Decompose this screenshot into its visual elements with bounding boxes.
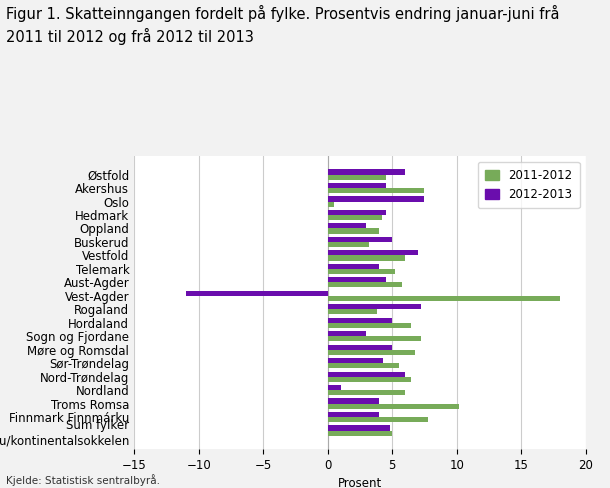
Bar (328, 412, 379, 417)
Bar (328, 309, 376, 314)
Bar (328, 169, 405, 175)
Bar (328, 430, 392, 436)
Bar (328, 371, 405, 377)
Bar (328, 304, 420, 309)
Bar (328, 255, 405, 261)
Bar (186, 291, 328, 296)
Bar (328, 318, 392, 323)
Bar (328, 377, 412, 382)
Bar (328, 264, 379, 269)
Bar (328, 210, 386, 215)
Bar (328, 350, 415, 355)
Bar (328, 358, 383, 363)
Bar (328, 336, 420, 341)
Bar (328, 202, 334, 206)
Bar (328, 283, 403, 287)
Legend: 2011-2012, 2012-2013: 2011-2012, 2012-2013 (478, 162, 580, 208)
Text: Figur 1. Skatteinngangen fordelt på fylke. Prosentvis endring januar-juni frå
20: Figur 1. Skatteinngangen fordelt på fylk… (6, 5, 559, 44)
Bar (328, 215, 382, 220)
Bar (328, 363, 398, 368)
Bar (328, 188, 425, 193)
Bar (328, 323, 412, 328)
Bar (328, 417, 428, 422)
Bar (328, 237, 392, 242)
Bar (328, 385, 340, 390)
Bar (328, 242, 369, 247)
Bar (328, 345, 392, 350)
Bar (328, 426, 390, 430)
Text: Kjelde: Statistisk sentralbyrå.: Kjelde: Statistisk sentralbyrå. (6, 474, 160, 486)
Bar (328, 277, 386, 283)
Bar (328, 183, 386, 188)
Bar (328, 399, 379, 404)
Bar (328, 175, 386, 180)
Bar (328, 331, 367, 336)
Bar (328, 404, 459, 409)
Bar (328, 228, 379, 234)
Bar (328, 224, 367, 228)
X-axis label: Prosent: Prosent (338, 477, 382, 488)
Bar (328, 196, 425, 202)
Bar (328, 390, 405, 395)
Bar (328, 296, 560, 301)
Bar (328, 269, 395, 274)
Bar (328, 250, 418, 255)
